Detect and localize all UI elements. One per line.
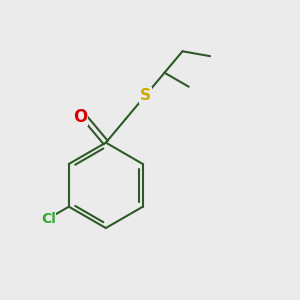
Text: S: S xyxy=(140,88,151,103)
Text: Cl: Cl xyxy=(41,212,56,226)
Text: O: O xyxy=(74,109,88,127)
